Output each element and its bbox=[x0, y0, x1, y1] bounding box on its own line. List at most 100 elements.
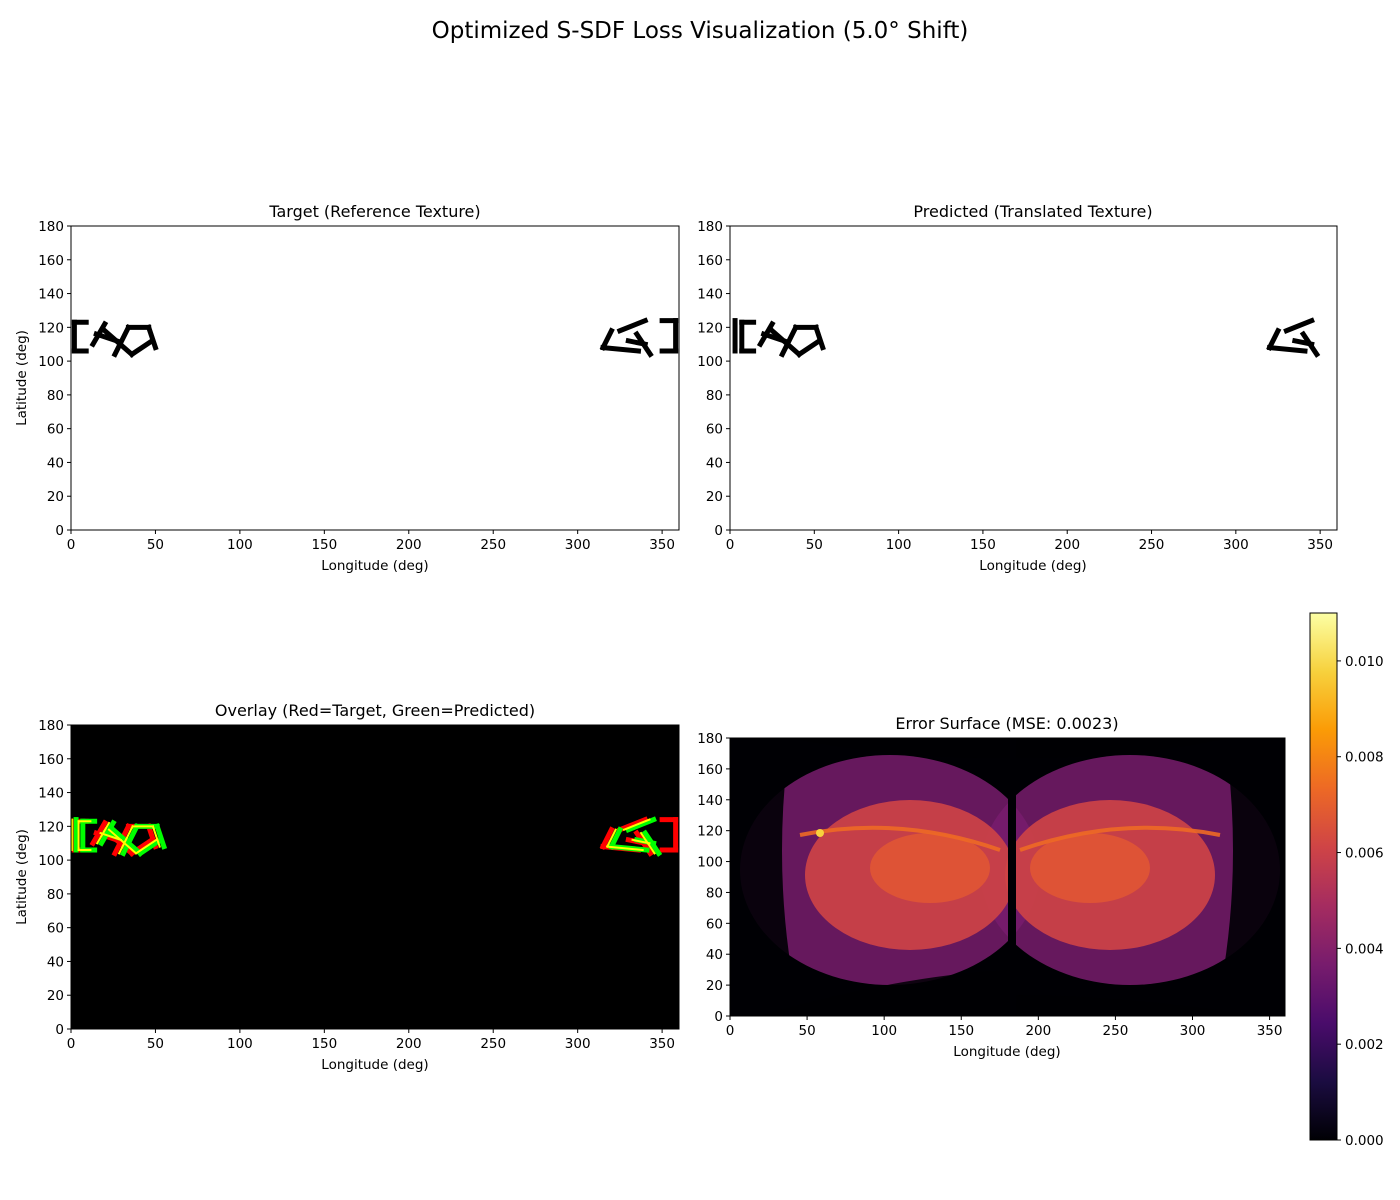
error-seam bbox=[1008, 738, 1016, 1016]
error-top-band bbox=[790, 738, 1010, 759]
x-tick-label: 50 bbox=[147, 537, 164, 553]
y-tick-label: 120 bbox=[38, 320, 64, 336]
y-tick-label: 40 bbox=[47, 954, 64, 970]
panel-target-xlabel: Longitude (deg) bbox=[321, 558, 428, 574]
y-tick-label: 80 bbox=[47, 388, 64, 404]
panel-target-frame bbox=[70, 225, 680, 531]
x-tick-label: 100 bbox=[886, 537, 912, 553]
error-top-band-right bbox=[1016, 738, 1230, 759]
y-tick-label: 40 bbox=[47, 455, 64, 471]
panel-predicted: Predicted (Translated Texture) 0 50 100 150… bbox=[697, 202, 1338, 574]
y-tick-label: 120 bbox=[38, 819, 64, 835]
error-peak bbox=[816, 829, 824, 837]
y-tick-label: 60 bbox=[47, 422, 64, 438]
panel-error-xlabel: Longitude (deg) bbox=[953, 1044, 1060, 1060]
x-tick-label: 150 bbox=[948, 1023, 974, 1039]
x-tick-label: 350 bbox=[649, 537, 675, 553]
x-tick-label: 50 bbox=[798, 1023, 815, 1039]
colorbar-ticks: 0.000 0.002 0.004 0.006 0.008 0.010 bbox=[1337, 654, 1384, 1149]
overlay-predicted-stroke bbox=[608, 826, 624, 850]
error-arc-right bbox=[1019, 825, 1221, 852]
x-tick-label: 200 bbox=[396, 1036, 422, 1052]
y-tick-label: 120 bbox=[697, 320, 723, 336]
target-glyph-stroke bbox=[633, 330, 654, 358]
y-tick-label: 60 bbox=[706, 916, 723, 932]
y-tick-label: 100 bbox=[38, 354, 64, 370]
y-tick-label: 0 bbox=[55, 1022, 64, 1038]
overlay-overlap-stroke bbox=[134, 838, 158, 855]
overlay-predicted-stroke bbox=[641, 829, 663, 857]
panel-predicted-title: Predicted (Translated Texture) bbox=[913, 202, 1152, 221]
y-tick-label: 20 bbox=[706, 978, 723, 994]
y-tick-label: 160 bbox=[38, 253, 64, 269]
y-tick-label: 0 bbox=[714, 523, 723, 539]
predicted-glyph-stroke bbox=[1266, 327, 1282, 351]
panel-target-glyphs bbox=[71, 317, 679, 358]
x-tick-label: 200 bbox=[1025, 1023, 1051, 1039]
x-tick-label: 350 bbox=[649, 1036, 675, 1052]
panel-target: Target (Reference Texture) 0 50 100 150 200 2… bbox=[14, 202, 680, 574]
overlay-target-stroke bbox=[616, 816, 649, 833]
panel-overlay: Overlay (Red=Target, Green=Predicted) 0 5… bbox=[14, 701, 680, 1073]
predicted-glyph-stroke bbox=[1299, 330, 1321, 358]
y-tick-label: 80 bbox=[47, 887, 64, 903]
y-tick-label: 160 bbox=[697, 762, 723, 778]
error-bottom-band bbox=[760, 970, 1010, 1016]
panel-error: Error Surface (MSE: 0.0023) 0 50 100 150 200… bbox=[697, 714, 1286, 1060]
x-tick-label: 300 bbox=[1223, 537, 1249, 553]
target-glyph-stroke bbox=[128, 337, 156, 358]
y-tick-label: 60 bbox=[706, 422, 723, 438]
y-tick-label: 100 bbox=[697, 855, 723, 871]
overlay-overlap-stroke bbox=[639, 831, 656, 855]
colorbar-tick-label: 0.000 bbox=[1345, 1133, 1384, 1149]
y-tick-label: 0 bbox=[55, 523, 64, 539]
x-tick-label: 0 bbox=[726, 1023, 735, 1039]
overlay-overlap-stroke bbox=[622, 818, 651, 832]
overlay-overlap-stroke bbox=[99, 831, 123, 842]
overlay-target-stroke bbox=[599, 826, 615, 850]
panel-target-ylabel: Latitude (deg) bbox=[14, 330, 30, 426]
y-tick-label: 140 bbox=[697, 287, 723, 303]
y-tick-label: 0 bbox=[714, 1009, 723, 1025]
error-heatmap bbox=[730, 738, 1285, 1016]
panel-predicted-plot-area bbox=[730, 226, 1337, 530]
panel-overlay-y-axis: 0 20 40 60 80 100 120 140 160 180 bbox=[38, 718, 71, 1038]
x-tick-label: 350 bbox=[1257, 1023, 1283, 1039]
panel-predicted-xlabel: Longitude (deg) bbox=[979, 558, 1086, 574]
error-hot-right bbox=[1030, 833, 1150, 903]
figure-title: Optimized S-SDF Loss Visualization (5.0°… bbox=[431, 18, 969, 44]
overlay-predicted-stroke bbox=[120, 822, 141, 857]
colorbar: 0.000 0.002 0.004 0.006 0.008 0.010 bbox=[1309, 612, 1384, 1149]
y-tick-label: 180 bbox=[38, 718, 64, 734]
y-tick-label: 40 bbox=[706, 455, 723, 471]
x-tick-label: 300 bbox=[1180, 1023, 1206, 1039]
overlay-overlap-stroke bbox=[117, 824, 134, 855]
y-tick-label: 140 bbox=[697, 793, 723, 809]
x-tick-label: 150 bbox=[970, 537, 996, 553]
colorbar-tick-label: 0.008 bbox=[1345, 750, 1384, 766]
y-tick-label: 120 bbox=[697, 824, 723, 840]
panel-predicted-x-axis: 0 50 100 150 200 250 300 350 bbox=[726, 530, 1333, 553]
x-tick-label: 350 bbox=[1307, 537, 1333, 553]
panel-overlay-title: Overlay (Red=Target, Green=Predicted) bbox=[215, 701, 535, 720]
error-right-fringe bbox=[1215, 738, 1285, 1016]
y-tick-label: 60 bbox=[47, 921, 64, 937]
panel-target-y-axis: 0 20 40 60 80 100 120 140 160 180 bbox=[38, 219, 71, 539]
error-hot-left bbox=[870, 833, 990, 903]
overlay-predicted-stroke bbox=[153, 823, 168, 850]
x-tick-label: 250 bbox=[1139, 537, 1165, 553]
panel-target-title: Target (Reference Texture) bbox=[268, 202, 480, 221]
overlay-overlap-stroke bbox=[606, 845, 644, 852]
colorbar-tick-label: 0.002 bbox=[1345, 1037, 1384, 1053]
y-tick-label: 140 bbox=[38, 786, 64, 802]
panel-overlay-plot-area bbox=[71, 725, 679, 1029]
target-glyph-stroke bbox=[600, 344, 642, 354]
x-tick-label: 150 bbox=[311, 537, 337, 553]
panel-predicted-y-axis: 0 20 40 60 80 100 120 140 160 180 bbox=[697, 219, 730, 539]
overlay-overlap-stroke bbox=[151, 825, 161, 848]
predicted-glyph-stroke bbox=[795, 337, 823, 358]
predicted-glyph-stroke bbox=[1283, 317, 1315, 334]
x-tick-label: 250 bbox=[480, 537, 506, 553]
target-glyph-stroke bbox=[111, 323, 132, 358]
